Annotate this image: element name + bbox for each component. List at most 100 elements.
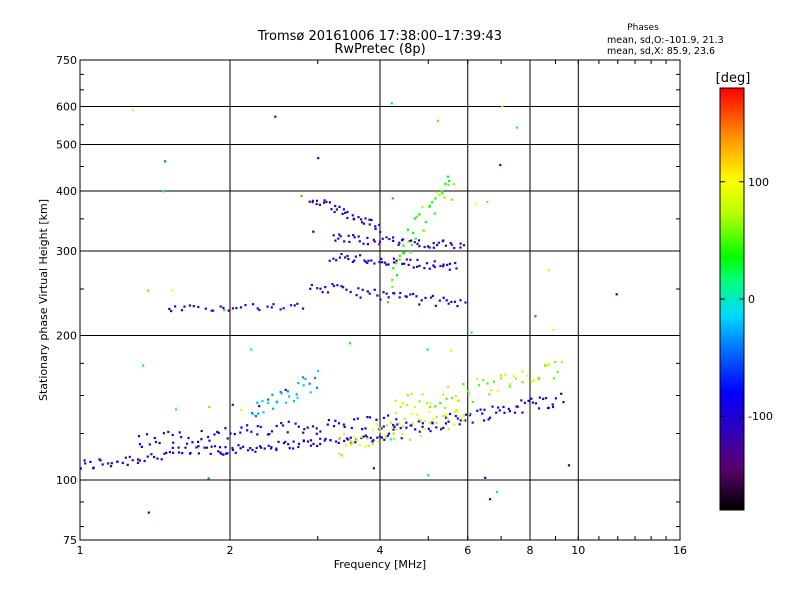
echo-point [372, 439, 375, 442]
echo-point [361, 288, 364, 291]
echo-point [300, 194, 303, 198]
echo-point [334, 204, 337, 208]
echo-point [340, 454, 343, 457]
echo-point [338, 205, 341, 208]
echo-point [256, 307, 259, 310]
echo-point [512, 375, 516, 378]
echo-point [348, 342, 352, 345]
echo-point [315, 199, 319, 202]
echo-point [359, 254, 362, 257]
echo-point [385, 263, 388, 266]
echo-point [335, 208, 338, 211]
echo-point [442, 263, 445, 266]
echo-point [224, 427, 227, 430]
echo-point [257, 412, 260, 415]
echo-point [515, 377, 518, 380]
echo-point [410, 424, 413, 427]
echo-point [171, 289, 174, 292]
echo-point [326, 291, 330, 294]
echo-point [428, 421, 431, 424]
echo-point [391, 285, 394, 288]
echo-point [353, 418, 356, 421]
echo-point [188, 304, 191, 307]
echo-point [342, 286, 345, 289]
echo-point [121, 461, 124, 464]
echo-point [437, 241, 440, 244]
echo-point [398, 422, 401, 425]
echo-point [286, 431, 289, 434]
echo-point [391, 426, 394, 429]
echo-point [267, 444, 270, 447]
echo-point [337, 422, 341, 425]
echo-point [323, 439, 326, 442]
echo-point [403, 262, 406, 265]
echo-point [456, 417, 459, 420]
echo-point [390, 102, 393, 105]
echo-point [486, 382, 489, 385]
echo-point [444, 406, 447, 410]
echo-point [501, 105, 504, 108]
echo-point [171, 433, 174, 437]
echo-point [242, 445, 245, 448]
echo-point [508, 410, 511, 413]
echo-point [244, 304, 247, 307]
echo-point [502, 405, 505, 409]
y-tick-label: 200 [56, 330, 77, 343]
echo-point [342, 208, 345, 211]
echo-point [217, 431, 220, 434]
echo-point [292, 440, 295, 443]
echo-point [359, 296, 362, 299]
echo-point [247, 449, 250, 452]
echo-point [498, 409, 501, 412]
echo-point [378, 243, 381, 246]
echo-point [453, 246, 456, 250]
echo-point [347, 257, 350, 261]
echo-point [213, 433, 216, 436]
echo-point [418, 264, 421, 267]
echo-point [316, 287, 319, 290]
echo-point [375, 418, 378, 421]
echo-point [319, 287, 322, 290]
echo-point [146, 455, 149, 458]
echo-point [537, 407, 541, 410]
echo-point [308, 200, 311, 203]
echo-point [435, 415, 438, 418]
echo-point [219, 451, 222, 454]
echo-point [438, 194, 441, 197]
echo-point [310, 283, 313, 287]
echo-point [160, 458, 163, 461]
echo-point [231, 448, 234, 451]
echo-point [332, 284, 336, 288]
echo-point [311, 199, 314, 202]
echo-point [391, 278, 394, 281]
echo-point [367, 444, 370, 447]
echo-point [382, 416, 385, 419]
echo-point [495, 490, 499, 494]
echo-point [401, 433, 404, 436]
echo-point [432, 242, 435, 245]
x-tick-label: 8 [527, 544, 534, 557]
echo-point [385, 292, 388, 295]
echo-point [439, 426, 442, 429]
echo-point [392, 428, 395, 431]
phases-heading: Phases [627, 23, 659, 33]
echo-point [360, 218, 363, 221]
echo-point [352, 234, 355, 237]
echo-point [462, 414, 466, 417]
echo-point [444, 422, 447, 425]
echo-point [288, 447, 291, 450]
echo-point [534, 315, 537, 318]
y-tick-label: 100 [56, 474, 77, 487]
echo-point [240, 426, 243, 429]
echo-point [329, 439, 332, 442]
echo-point [418, 418, 421, 421]
echo-point [207, 477, 210, 480]
echo-point [147, 289, 150, 292]
echo-point [137, 458, 140, 461]
echo-point [204, 307, 207, 310]
echo-point [137, 435, 141, 438]
echo-point [311, 425, 315, 428]
echo-point [387, 301, 390, 304]
echo-point [256, 425, 259, 428]
echo-point [351, 214, 354, 217]
